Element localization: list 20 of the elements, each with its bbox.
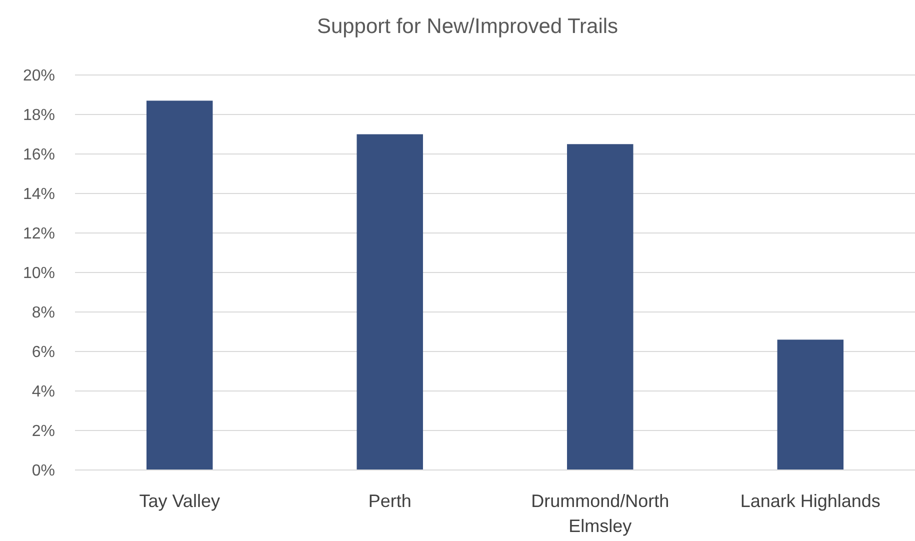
y-tick-label: 0% [32,462,55,480]
y-tick-label: 10% [22,265,55,282]
y-tick-label: 18% [22,107,55,124]
x-tick-label: Tay Valley [139,491,220,511]
y-tick-label: 6% [32,344,55,362]
bar [777,340,844,470]
x-tick-label: Drummond/North Elmsley [531,491,670,536]
y-tick-label: 16% [22,146,55,164]
y-tick-label: 8% [32,304,55,322]
y-tick-label: 12% [22,226,55,243]
x-tick-label: Lanark Highlands [740,491,880,511]
y-tick-label: 20% [22,68,55,85]
x-tick-label: Perth [368,491,412,511]
y-tick-label: 14% [22,186,55,204]
y-tick-label: 2% [32,423,55,440]
bar [356,134,423,470]
chart-title: Support for New/Improved Trails [316,15,618,38]
bar [567,144,634,470]
bar [146,100,213,470]
y-tick-label: 4% [32,384,55,401]
